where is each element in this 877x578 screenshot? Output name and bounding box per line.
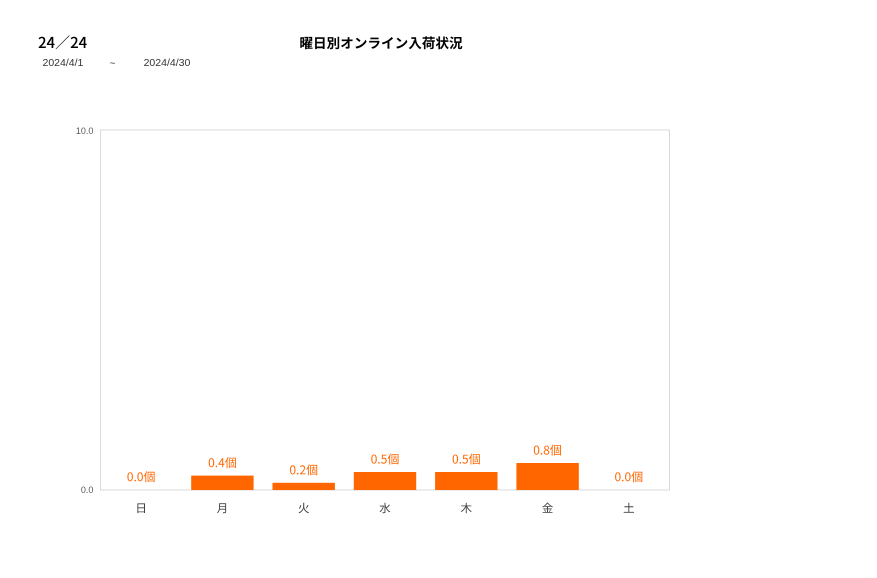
svg-text:10.0: 10.0 — [76, 126, 94, 136]
svg-text:2024/4/30: 2024/4/30 — [144, 57, 191, 69]
svg-text:~: ~ — [110, 58, 116, 69]
svg-text:0.0: 0.0 — [81, 485, 94, 495]
svg-text:2024/4/1: 2024/4/1 — [43, 57, 84, 69]
